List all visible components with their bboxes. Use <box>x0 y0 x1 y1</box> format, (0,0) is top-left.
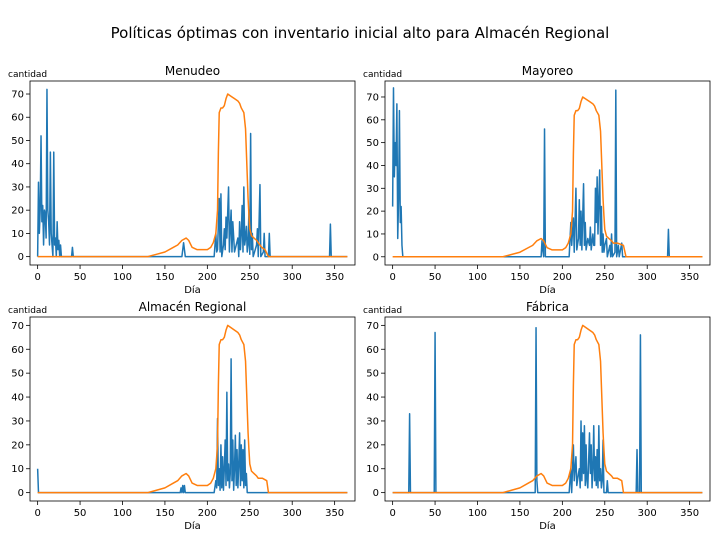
y-tick-label: 70 <box>366 321 379 332</box>
y-tick-label: 20 <box>366 440 379 451</box>
x-tick-label: 200 <box>553 508 572 519</box>
x-tick-label: 300 <box>283 508 302 519</box>
series-line-2 <box>392 96 703 258</box>
y-tick-label: 20 <box>366 207 379 218</box>
x-tick-label: 150 <box>155 272 174 283</box>
x-tick-label: 300 <box>283 272 302 283</box>
y-axis-label: cantidad <box>363 306 402 316</box>
x-tick-label: 100 <box>113 272 132 283</box>
x-tick-label: 50 <box>429 508 442 519</box>
x-axis-label: Día <box>184 520 201 532</box>
series-line-2 <box>392 324 703 494</box>
x-tick-label: 100 <box>113 508 132 519</box>
x-tick-label: 350 <box>325 508 344 519</box>
series-line-1 <box>36 358 348 494</box>
x-tick-label: 0 <box>34 272 40 283</box>
axes-frame <box>384 80 711 266</box>
y-tick-label: 50 <box>11 136 24 147</box>
x-tick-label: 350 <box>325 272 344 283</box>
y-tick-label: 0 <box>373 252 379 263</box>
y-tick-label: 10 <box>11 229 24 240</box>
subplot-4: 0 50 100 150 200 250 300 350 0 10 20 30 40 50 60 70 Fábr… <box>363 300 711 532</box>
y-tick-label: 50 <box>11 369 24 380</box>
y-tick-label: 10 <box>366 464 379 475</box>
x-tick-label: 150 <box>510 272 529 283</box>
x-tick-label: 50 <box>429 272 442 283</box>
x-tick-label: 150 <box>155 508 174 519</box>
series-line-2 <box>37 324 348 494</box>
subplot-title: Almacén Regional <box>139 300 247 314</box>
y-tick-label: 40 <box>366 393 379 404</box>
subplot-3: 0 50 100 150 200 250 300 350 0 10 20 30 40 50 60 70 Alma… <box>8 300 356 532</box>
y-tick-label: 50 <box>366 138 379 149</box>
y-tick-label: 10 <box>11 464 24 475</box>
series-line-1 <box>392 327 703 494</box>
x-tick-label: 0 <box>34 508 40 519</box>
x-tick-label: 250 <box>240 508 259 519</box>
figure-title: Políticas óptimas con inventario inicial… <box>110 24 610 42</box>
x-axis-label: Día <box>539 520 556 532</box>
x-tick-label: 300 <box>638 508 657 519</box>
x-tick-label: 100 <box>468 508 487 519</box>
subplot-title: Menudeo <box>165 64 220 78</box>
x-tick-label: 250 <box>240 272 259 283</box>
y-tick-label: 70 <box>366 92 379 103</box>
y-tick-label: 20 <box>11 206 24 217</box>
y-tick-label: 50 <box>366 369 379 380</box>
axes-frame <box>384 316 711 502</box>
y-tick-label: 40 <box>366 161 379 172</box>
subplot-title: Mayoreo <box>522 64 574 78</box>
y-axis-label: cantidad <box>363 70 402 80</box>
y-tick-label: 40 <box>11 159 24 170</box>
y-tick-label: 70 <box>11 321 24 332</box>
y-axis-label: cantidad <box>8 306 47 316</box>
x-tick-label: 0 <box>389 508 395 519</box>
x-tick-label: 250 <box>595 272 614 283</box>
x-tick-label: 150 <box>510 508 529 519</box>
series-line-1 <box>36 88 348 258</box>
x-tick-label: 250 <box>595 508 614 519</box>
x-tick-label: 0 <box>389 272 395 283</box>
y-tick-label: 60 <box>366 345 379 356</box>
y-tick-label: 30 <box>11 416 24 427</box>
x-tick-label: 350 <box>680 272 699 283</box>
x-tick-label: 300 <box>638 272 657 283</box>
y-tick-label: 60 <box>366 115 379 126</box>
axes-frame <box>29 316 356 502</box>
y-tick-label: 70 <box>11 90 24 101</box>
y-tick-label: 30 <box>366 416 379 427</box>
y-tick-label: 30 <box>366 184 379 195</box>
x-tick-label: 50 <box>74 508 87 519</box>
x-axis-label: Día <box>184 284 201 296</box>
y-tick-label: 0 <box>18 488 24 499</box>
subplot-title: Fábrica <box>526 300 569 314</box>
series-line-2 <box>37 93 348 258</box>
y-tick-label: 10 <box>366 229 379 240</box>
y-tick-label: 20 <box>11 440 24 451</box>
y-tick-label: 0 <box>18 252 24 263</box>
y-tick-label: 40 <box>11 393 24 404</box>
series-line-1 <box>391 87 703 258</box>
y-axis-label: cantidad <box>8 70 47 80</box>
x-axis-label: Día <box>539 284 556 296</box>
subplot-1: 0 50 100 150 200 250 300 350 0 10 20 30 40 50 60 70 Menu… <box>8 64 356 296</box>
y-tick-label: 60 <box>11 113 24 124</box>
x-tick-label: 100 <box>468 272 487 283</box>
y-tick-label: 60 <box>11 345 24 356</box>
y-tick-label: 30 <box>11 182 24 193</box>
x-tick-label: 50 <box>74 272 87 283</box>
x-tick-label: 200 <box>198 272 217 283</box>
x-tick-label: 200 <box>553 272 572 283</box>
axes-frame <box>29 80 356 266</box>
subplot-2: 0 50 100 150 200 250 300 350 0 10 20 30 40 50 60 70 Mayo… <box>363 64 711 296</box>
x-tick-label: 350 <box>680 508 699 519</box>
x-tick-label: 200 <box>198 508 217 519</box>
y-tick-label: 0 <box>373 488 379 499</box>
